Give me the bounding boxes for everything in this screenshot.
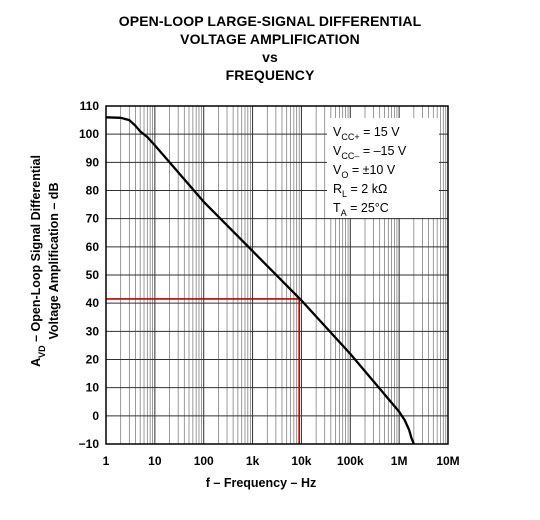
x-tick-label: 1 [103, 454, 110, 468]
y-tick-label: 70 [86, 212, 100, 226]
y-tick-label: 10 [86, 381, 100, 395]
x-tick-label: 100k [337, 454, 364, 468]
y-tick-label: −10 [79, 437, 100, 451]
plot-frame [105, 105, 449, 445]
y-tick-label: 40 [86, 296, 100, 310]
x-tick-label: 100 [194, 454, 214, 468]
y-tick-label: 100 [79, 127, 99, 141]
y-tick-label: 30 [86, 324, 100, 338]
y-axis-title-line-1: AVD – Open-Loop Signal Differential [29, 155, 47, 367]
test-conditions-text: VCC+ = 15 V VCC– = –15 V VO = ±10 V RL = 2 … [333, 125, 407, 218]
title-line-2: VOLTAGE AMPLIFICATION [180, 31, 360, 47]
x-axis-title: f – Frequency – Hz [206, 476, 316, 490]
chart-title: OPEN-LOOP LARGE-SIGNAL DIFFERENTIAL VOLT… [0, 12, 540, 84]
y-tick-label: 90 [86, 155, 100, 169]
major-grid [106, 106, 448, 444]
title-line-4: FREQUENCY [225, 67, 315, 83]
x-tick-label: 1M [391, 454, 408, 468]
x-tick-labels: 1 10 100 1k 10k 100k 1M 10M [103, 454, 460, 468]
x-tick-label: 10k [291, 454, 311, 468]
x-tick-label: 10M [436, 454, 459, 468]
reference-lines [106, 298, 300, 444]
y-tick-label: 110 [80, 99, 100, 113]
title-line-3: vs [262, 49, 278, 65]
y-axis-title-line-2: Voltage Amplification – dB [47, 183, 61, 340]
y-tick-label: 0 [92, 409, 99, 423]
test-conditions-box: VCC+ = 15 V VCC– = –15 V VO = ±10 V RL = 2 … [327, 118, 439, 218]
y-tick-label: 20 [86, 353, 100, 367]
gain-curve-group [105, 116, 415, 445]
gain-curve-line [105, 116, 415, 445]
x-tick-label: 10 [148, 454, 162, 468]
test-conditions-background [327, 118, 439, 218]
y-tick-label: 60 [86, 240, 100, 254]
x-tick-label: 1k [246, 454, 260, 468]
title-line-1: OPEN-LOOP LARGE-SIGNAL DIFFERENTIAL [118, 13, 422, 29]
y-tick-label: 80 [86, 184, 100, 198]
y-tick-label: 50 [86, 268, 100, 282]
